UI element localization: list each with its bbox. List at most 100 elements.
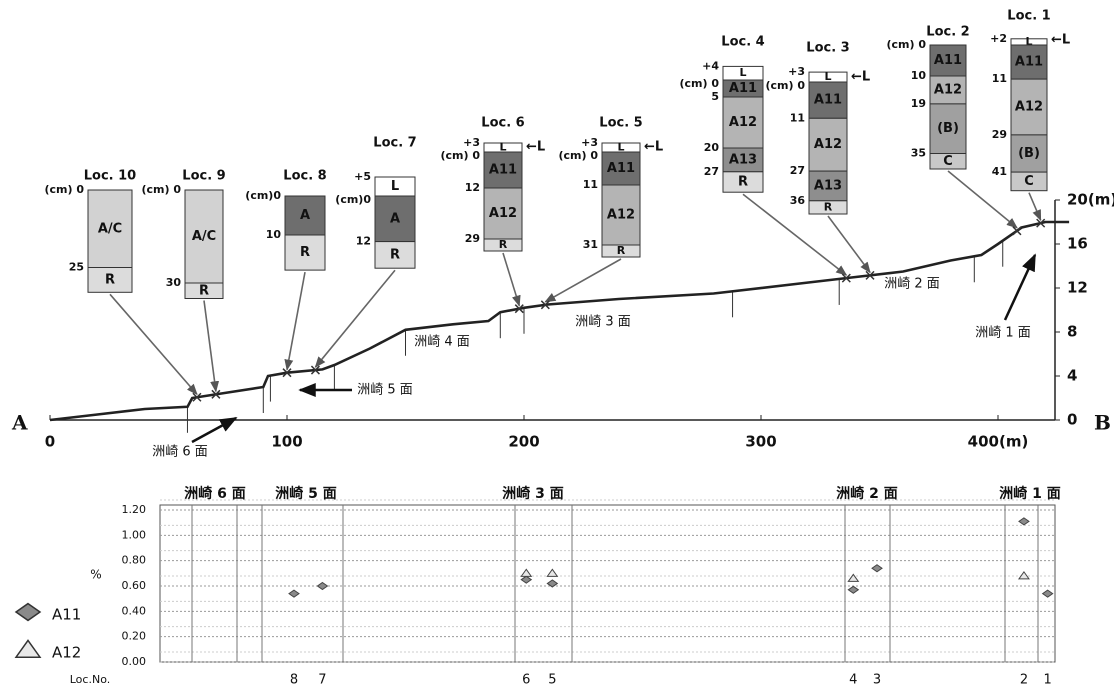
horizon-label: A12 <box>1015 100 1043 115</box>
surface-label: 洲崎 2 面 <box>884 277 940 292</box>
horizon-label: L <box>391 179 399 194</box>
y-label: % <box>90 568 101 582</box>
x-tick-label: 0 <box>45 433 55 451</box>
horizon-label: (B) <box>937 121 959 136</box>
x-label: Loc.No. <box>70 673 110 686</box>
depth-label: 12 <box>465 181 480 194</box>
horizon-label: A11 <box>729 81 757 96</box>
end-label: B <box>1094 411 1111 435</box>
horizon-label: A12 <box>814 137 842 152</box>
loc-label: Loc. 1 <box>1007 9 1050 24</box>
depth-label: 27 <box>790 164 805 177</box>
surface-label: 洲崎 3 面 <box>575 315 631 330</box>
y-tick-label: 4 <box>1067 367 1077 385</box>
l-marker: ←L <box>526 140 545 155</box>
x-tick-label: 3 <box>873 673 881 688</box>
depth-label: 31 <box>583 238 598 251</box>
legend-marker <box>16 604 40 621</box>
surface-label: 洲崎 1 面 <box>975 326 1031 341</box>
depth-label: 36 <box>790 194 806 207</box>
header: 洲崎 5 面 <box>275 485 337 502</box>
depth-label: (cm) 0 <box>765 79 805 92</box>
y-tick-label: 0.20 <box>122 630 147 643</box>
point <box>1019 572 1029 579</box>
horizon-label: R <box>824 200 833 213</box>
x-tick-label: 200 <box>508 433 539 451</box>
horizon-label: A <box>390 211 400 226</box>
depth-label: (cm) 0 <box>558 149 598 162</box>
depth-label: 29 <box>992 128 1007 141</box>
y-tick-label: 0.00 <box>122 655 147 668</box>
horizon-label: A12 <box>729 115 757 130</box>
loc-arrow <box>204 301 216 392</box>
point <box>521 576 531 583</box>
y-tick-label: 20(m) <box>1067 191 1114 209</box>
surface-label: 洲崎 4 面 <box>414 335 470 350</box>
y-tick-label: 0 <box>1067 411 1077 429</box>
x-tick-label: 100 <box>271 433 302 451</box>
loc-arrow <box>828 216 870 272</box>
y-tick-label: 16 <box>1067 235 1088 253</box>
surface-arrow <box>1005 255 1035 320</box>
loc-arrow <box>503 253 519 306</box>
point <box>848 574 858 581</box>
depth-label: (cm) 0 <box>679 77 719 90</box>
y-tick-label: 0.60 <box>122 579 147 592</box>
y-tick-label: 12 <box>1067 279 1088 297</box>
point <box>289 590 299 597</box>
horizon-label: R <box>738 175 748 190</box>
loc-label: Loc. 8 <box>283 169 326 184</box>
loc-arrow <box>948 171 1017 228</box>
x-tick-label: 7 <box>318 673 326 688</box>
header: 洲崎 2 面 <box>836 485 898 502</box>
depth-label: 12 <box>356 235 371 248</box>
figure: 0100200300400(m)048121620(m)AB洲崎 1 面洲崎 2… <box>0 0 1114 692</box>
depth-label: 19 <box>911 97 926 110</box>
surface-label: 洲崎 5 面 <box>357 383 413 398</box>
depth-label: 20 <box>704 141 720 154</box>
depth-label: 5 <box>711 90 719 103</box>
horizon-label: R <box>390 247 400 262</box>
x-tick-label: 2 <box>1020 673 1028 688</box>
loc-label: Loc. 10 <box>84 169 136 184</box>
loc-arrow <box>287 272 305 370</box>
point <box>317 583 327 590</box>
l-marker: ←L <box>851 70 870 85</box>
loc-label: Loc. 9 <box>182 169 225 184</box>
loc-point <box>1013 227 1021 235</box>
depth-label: 10 <box>266 228 282 241</box>
depth-label: 25 <box>69 261 84 274</box>
loc-label: Loc. 2 <box>926 25 969 40</box>
horizon-label: R <box>300 245 310 260</box>
point <box>547 569 557 576</box>
x-tick-label: 8 <box>290 673 298 688</box>
depth-label: (cm)0 <box>335 193 371 206</box>
header: 洲崎 3 面 <box>502 485 564 502</box>
y-tick-label: 1.00 <box>122 528 147 541</box>
plot-frame <box>160 505 1055 662</box>
depth-label: 41 <box>992 165 1007 178</box>
horizon-label: L <box>739 66 746 79</box>
x-tick-label: 4 <box>849 673 857 688</box>
top-label: +3 <box>581 136 598 149</box>
depth-label: 30 <box>166 276 182 289</box>
x-tick-label: 1 <box>1044 673 1052 688</box>
loc-arrow <box>1029 193 1041 220</box>
horizon-label: A/C <box>98 221 122 236</box>
header: 洲崎 1 面 <box>999 485 1061 502</box>
depth-label: 27 <box>704 165 719 178</box>
top-label: +5 <box>354 170 371 183</box>
horizon-label: A12 <box>607 208 635 223</box>
header: 洲崎 6 面 <box>184 485 246 502</box>
depth-label: 11 <box>992 72 1007 85</box>
x-tick-label: 400(m) <box>968 433 1029 451</box>
depth-label: (cm) 0 <box>44 183 84 196</box>
horizon-label: R <box>499 238 508 251</box>
x-tick-label: 5 <box>548 673 556 688</box>
x-tick-label: 6 <box>522 673 530 688</box>
point <box>521 569 531 576</box>
y-tick-label: 0.40 <box>122 604 147 617</box>
horizon-label: L <box>824 70 831 83</box>
horizon-label: A11 <box>607 161 635 176</box>
depth-label: 10 <box>911 69 927 82</box>
